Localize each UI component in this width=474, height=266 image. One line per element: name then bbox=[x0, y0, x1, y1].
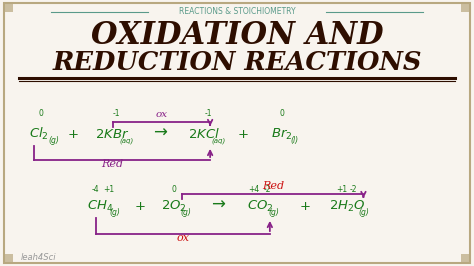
Text: -1: -1 bbox=[204, 109, 212, 118]
Text: (g): (g) bbox=[109, 208, 120, 217]
Text: $2KBr$: $2KBr$ bbox=[95, 128, 130, 141]
Text: →: → bbox=[154, 124, 167, 142]
Text: REACTIONS & STOICHIOMETRY: REACTIONS & STOICHIOMETRY bbox=[179, 7, 295, 16]
Text: +: + bbox=[237, 128, 248, 141]
Bar bbox=[4, 3, 13, 12]
Text: (aq): (aq) bbox=[119, 138, 134, 144]
Text: Red: Red bbox=[101, 159, 123, 169]
Text: OXIDATION AND: OXIDATION AND bbox=[91, 20, 383, 52]
Text: 0: 0 bbox=[38, 109, 43, 118]
Text: $Cl_2$: $Cl_2$ bbox=[29, 126, 49, 142]
Text: -4: -4 bbox=[92, 185, 100, 194]
Text: REDUCTION REACTIONS: REDUCTION REACTIONS bbox=[52, 51, 422, 76]
Text: $CH_4$: $CH_4$ bbox=[87, 199, 114, 214]
Text: leah4Sci: leah4Sci bbox=[21, 253, 57, 263]
Text: +: + bbox=[67, 128, 78, 141]
Text: (aq): (aq) bbox=[211, 138, 225, 144]
Text: 0: 0 bbox=[279, 109, 284, 118]
Text: →: → bbox=[211, 196, 225, 214]
Text: ox: ox bbox=[176, 233, 189, 243]
Text: (l): (l) bbox=[291, 136, 299, 145]
Bar bbox=[461, 3, 470, 12]
Text: +1: +1 bbox=[103, 185, 114, 194]
Text: +1: +1 bbox=[336, 185, 347, 194]
Text: (g): (g) bbox=[358, 208, 369, 217]
Bar bbox=[4, 254, 13, 263]
Text: $CO_2$: $CO_2$ bbox=[246, 199, 273, 214]
Text: +: + bbox=[135, 200, 146, 213]
Text: -2: -2 bbox=[264, 185, 272, 194]
Text: Red: Red bbox=[262, 181, 284, 191]
Text: (g): (g) bbox=[268, 208, 279, 217]
Text: (g): (g) bbox=[181, 208, 191, 217]
Text: -1: -1 bbox=[113, 109, 120, 118]
Text: $Br_2$: $Br_2$ bbox=[271, 127, 292, 142]
Text: (g): (g) bbox=[48, 136, 59, 145]
Text: +: + bbox=[299, 200, 310, 213]
Bar bbox=[461, 254, 470, 263]
Text: $2O_2$: $2O_2$ bbox=[162, 199, 187, 214]
Text: -2: -2 bbox=[350, 185, 357, 194]
Text: $2KCl$: $2KCl$ bbox=[188, 127, 220, 141]
Text: $2H_2O$: $2H_2O$ bbox=[329, 199, 366, 214]
Text: ox: ox bbox=[155, 110, 167, 119]
Text: 0: 0 bbox=[172, 185, 177, 194]
Text: +4: +4 bbox=[248, 185, 260, 194]
